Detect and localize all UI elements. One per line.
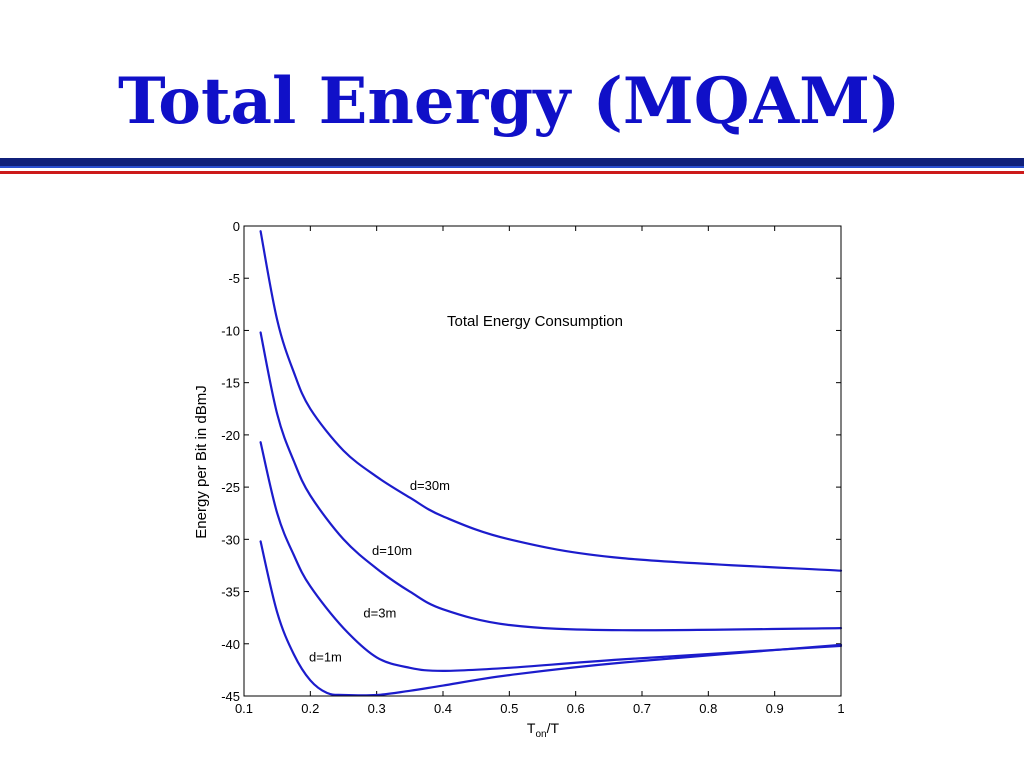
series-label-1: d=10m bbox=[372, 543, 412, 558]
series-line-2 bbox=[259, 441, 843, 672]
page-title: Total Energy (MQAM) bbox=[118, 64, 901, 139]
y-tick-label: -35 bbox=[221, 585, 240, 600]
x-tick-label: 0.6 bbox=[567, 701, 585, 716]
series-line-1 bbox=[259, 331, 843, 632]
y-tick-label: -40 bbox=[221, 637, 240, 652]
series-label-0: d=30m bbox=[410, 478, 450, 493]
plot-frame bbox=[243, 225, 842, 697]
title-divider-blue bbox=[0, 166, 1024, 168]
x-tick-label: 1 bbox=[837, 701, 844, 716]
y-tick-label: -30 bbox=[221, 532, 240, 547]
chart-title: Total Energy Consumption bbox=[447, 313, 623, 330]
x-tick-label: 0.3 bbox=[368, 701, 386, 716]
x-axis-label-main: T bbox=[527, 720, 536, 736]
y-axis-label: Energy per Bit in dBmJ bbox=[193, 385, 210, 538]
x-axis-label-tail: /T bbox=[547, 720, 560, 736]
y-tick-label: -45 bbox=[221, 689, 240, 704]
series-label-2: d=3m bbox=[363, 606, 396, 621]
x-tick-label: 0.7 bbox=[633, 701, 651, 716]
series-label-3: d=1m bbox=[309, 650, 342, 665]
title-divider-navy bbox=[0, 158, 1024, 166]
y-tick-label: -20 bbox=[221, 428, 240, 443]
x-axis-label-sub: on bbox=[535, 729, 546, 740]
series-line-0 bbox=[259, 230, 843, 572]
chart-curves bbox=[259, 230, 843, 697]
y-tick-label: -15 bbox=[221, 376, 240, 391]
y-tick-label: -25 bbox=[221, 480, 240, 495]
x-tick-label: 0.5 bbox=[500, 701, 518, 716]
y-tick-label: -10 bbox=[221, 323, 240, 338]
x-tick-label: 0.2 bbox=[301, 701, 319, 716]
x-tick-label: 0.9 bbox=[766, 701, 784, 716]
x-axis-label: Ton/T bbox=[527, 720, 560, 740]
axis-ticks bbox=[243, 225, 842, 697]
tick-labels: 0.1 0.2 0.3 0.4 0.5 0.6 0.7 0.8 0.9 1 0 -5 -10 -15 -20… bbox=[221, 219, 844, 716]
x-tick-label: 0.4 bbox=[434, 701, 452, 716]
y-tick-label: 0 bbox=[233, 219, 240, 234]
x-tick-label: 0.1 bbox=[235, 701, 253, 716]
series-labels: d=30m d=10m d=3m d=1m bbox=[309, 478, 450, 664]
y-tick-label: -5 bbox=[228, 271, 240, 286]
series-line-3 bbox=[259, 540, 843, 697]
x-tick-label: 0.8 bbox=[699, 701, 717, 716]
title-divider-red bbox=[0, 171, 1024, 174]
